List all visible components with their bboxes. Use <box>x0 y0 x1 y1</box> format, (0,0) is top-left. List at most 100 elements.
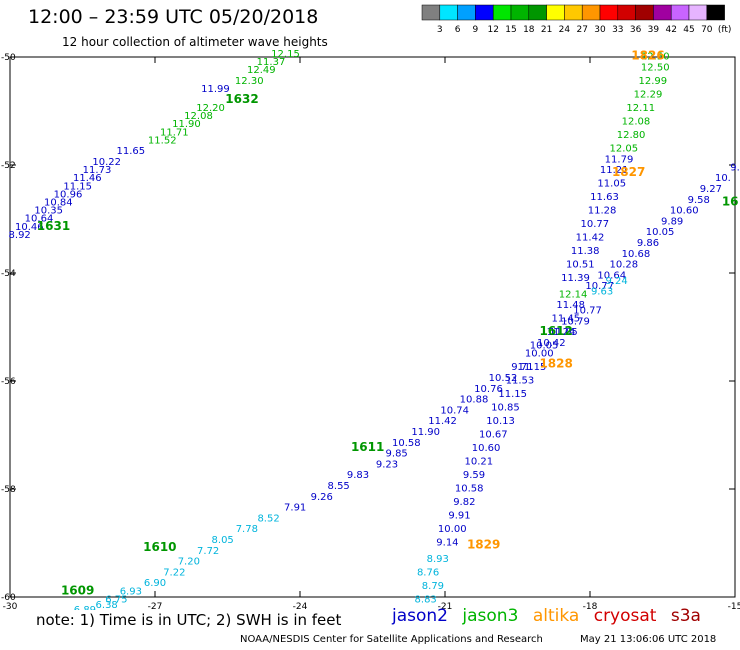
wave-height-value: 6.38 <box>96 600 118 610</box>
wave-height-value: 7.22 <box>163 567 185 578</box>
colorbar-label: 12 <box>487 25 498 35</box>
wave-height-value: 12.80 <box>617 130 646 141</box>
wave-height-value: 11.99 <box>201 84 230 95</box>
wave-height-value: 8.92 <box>9 230 31 241</box>
wave-height-value: 9.63 <box>591 287 613 298</box>
wave-height-value: 9.89 <box>661 216 683 227</box>
wave-height-value: 10.88 <box>460 395 489 406</box>
wave-height-value: 11.46 <box>73 173 102 184</box>
wave-height-value: 10.00 <box>438 524 467 535</box>
y-tick-label: -54 <box>1 269 16 279</box>
pass-time-label: 1829 <box>467 537 500 551</box>
y-tick-label: -52 <box>1 161 16 171</box>
pass-time-label: 1609 <box>61 583 94 597</box>
wave-height-value: 10.68 <box>622 249 651 260</box>
pass-time-label: 16 <box>722 195 739 209</box>
x-tick-label: -27 <box>148 602 163 610</box>
wave-height-value: 10.22 <box>92 157 121 168</box>
legend-jason3: jason3 <box>462 606 519 626</box>
page-title: 12:00 – 23:59 UTC 05/20/2018 <box>28 6 319 28</box>
wave-height-value: 12.08 <box>622 117 651 128</box>
wave-height-value: 9.24 <box>605 276 627 287</box>
wave-height-value: 7.72 <box>197 546 219 557</box>
wave-height-value: 11.21 <box>600 165 629 176</box>
wave-height-value: 9.86 <box>637 238 659 249</box>
y-tick-label: -50 <box>1 53 16 63</box>
wave-height-value: 10.77 <box>573 306 602 317</box>
colorbar-label: 36 <box>630 25 642 35</box>
colorbar-label: 6 <box>455 25 461 35</box>
y-tick-label: -60 <box>1 593 16 603</box>
wave-height-value: 11.37 <box>257 57 286 68</box>
wave-height-value: 10.77 <box>581 219 610 230</box>
wave-height-value: 11.73 <box>83 165 112 176</box>
colorbar-label: 24 <box>559 25 571 35</box>
wave-height-value: 12.99 <box>639 76 668 87</box>
colorbar-label: 39 <box>648 25 660 35</box>
wave-height-value: 10.74 <box>440 405 469 416</box>
wave-height-map: -30 -27 -24 -21 -18 -15-50-52-54-56-58-609.10… <box>1 49 740 610</box>
render-timestamp: May 21 13:06:06 UTC 2018 <box>580 634 717 645</box>
colorbar-label: 27 <box>576 25 587 35</box>
wave-height-value: 9.83 <box>347 470 369 481</box>
wave-height-value: 8.55 <box>328 481 350 492</box>
wave-height-value: 10.13 <box>486 416 515 427</box>
colorbar-label: 18 <box>523 25 535 35</box>
wave-height-value: 10.42 <box>537 338 566 349</box>
wave-height-value: 12.49 <box>247 65 276 76</box>
wave-height-value: 9.85 <box>386 449 408 460</box>
colorbar-label: 9 <box>473 25 479 35</box>
wave-height-value: 11.15 <box>518 362 547 373</box>
colorbar-label: 15 <box>505 25 516 35</box>
wave-height-value: 10.05 <box>530 341 559 352</box>
wave-height-value: 12.50 <box>641 52 670 63</box>
wave-height-value: 10.51 <box>566 260 595 271</box>
wave-height-value: 10.58 <box>455 484 484 495</box>
colorbar-swatch <box>706 4 725 21</box>
wave-height-value: 8.83 <box>415 594 437 605</box>
wave-height-value: 7.20 <box>178 557 200 568</box>
wave-height-value: 10.60 <box>670 206 699 217</box>
wave-height-value: 11.05 <box>597 179 626 190</box>
wave-height-value: 10.64 <box>25 214 54 225</box>
x-tick-label: -30 <box>3 602 18 610</box>
wave-height-value: 12.14 <box>559 289 588 300</box>
wave-height-value: 8.79 <box>422 581 444 592</box>
wave-height-value: 12.29 <box>634 90 663 101</box>
legend-altika: altika <box>532 606 580 626</box>
page-subtitle: 12 hour collection of altimeter wave hei… <box>62 35 328 49</box>
wave-height-value: 9.27 <box>700 184 722 195</box>
wave-height-value: 6.75 <box>105 594 127 605</box>
wave-height-value: 11.28 <box>588 206 617 217</box>
pass-time-label: 1827 <box>612 165 645 179</box>
legend-cryosat: cryosat <box>593 606 657 626</box>
wave-height-value: 9.71 <box>511 362 533 373</box>
wave-height-value: 10.85 <box>491 403 520 414</box>
colorbar-label: (ft) <box>718 25 732 35</box>
wave-height-value: 10.60 <box>472 443 501 454</box>
wave-height-value: 11.52 <box>148 135 177 146</box>
wave-height-value: 10.58 <box>392 438 421 449</box>
wave-height-value: 11.53 <box>506 376 535 387</box>
wave-height-value: 11.38 <box>571 246 600 257</box>
wave-height-value: 11.05 <box>549 327 578 338</box>
wave-height-value: 10.35 <box>34 206 63 217</box>
wave-height-value: 11.90 <box>411 427 440 438</box>
footer-note: note: 1) Time is in UTC; 2) SWH is in fe… <box>36 611 342 629</box>
colorbar-label: 42 <box>665 25 676 35</box>
pass-time-label: 1612 <box>539 324 572 338</box>
wave-height-value: 7.78 <box>236 524 258 535</box>
wave-height-value: 12.08 <box>184 111 213 122</box>
wave-height-value: 9.59 <box>463 470 485 481</box>
legend-s3a: s3a <box>670 606 701 626</box>
wave-height-value: 10.64 <box>597 270 626 281</box>
pass-time-label: 1611 <box>351 440 384 454</box>
colorbar-label: 21 <box>541 25 552 35</box>
wave-height-value: 8.93 <box>427 554 449 565</box>
wave-height-value: 9.26 <box>311 492 333 503</box>
wave-height-value: 10.28 <box>610 260 639 271</box>
wave-height-value: 10.96 <box>54 189 83 200</box>
wave-height-value: 10.76 <box>474 384 503 395</box>
x-tick-label: -24 <box>293 602 308 610</box>
wave-height-value: 9.58 <box>688 195 710 206</box>
